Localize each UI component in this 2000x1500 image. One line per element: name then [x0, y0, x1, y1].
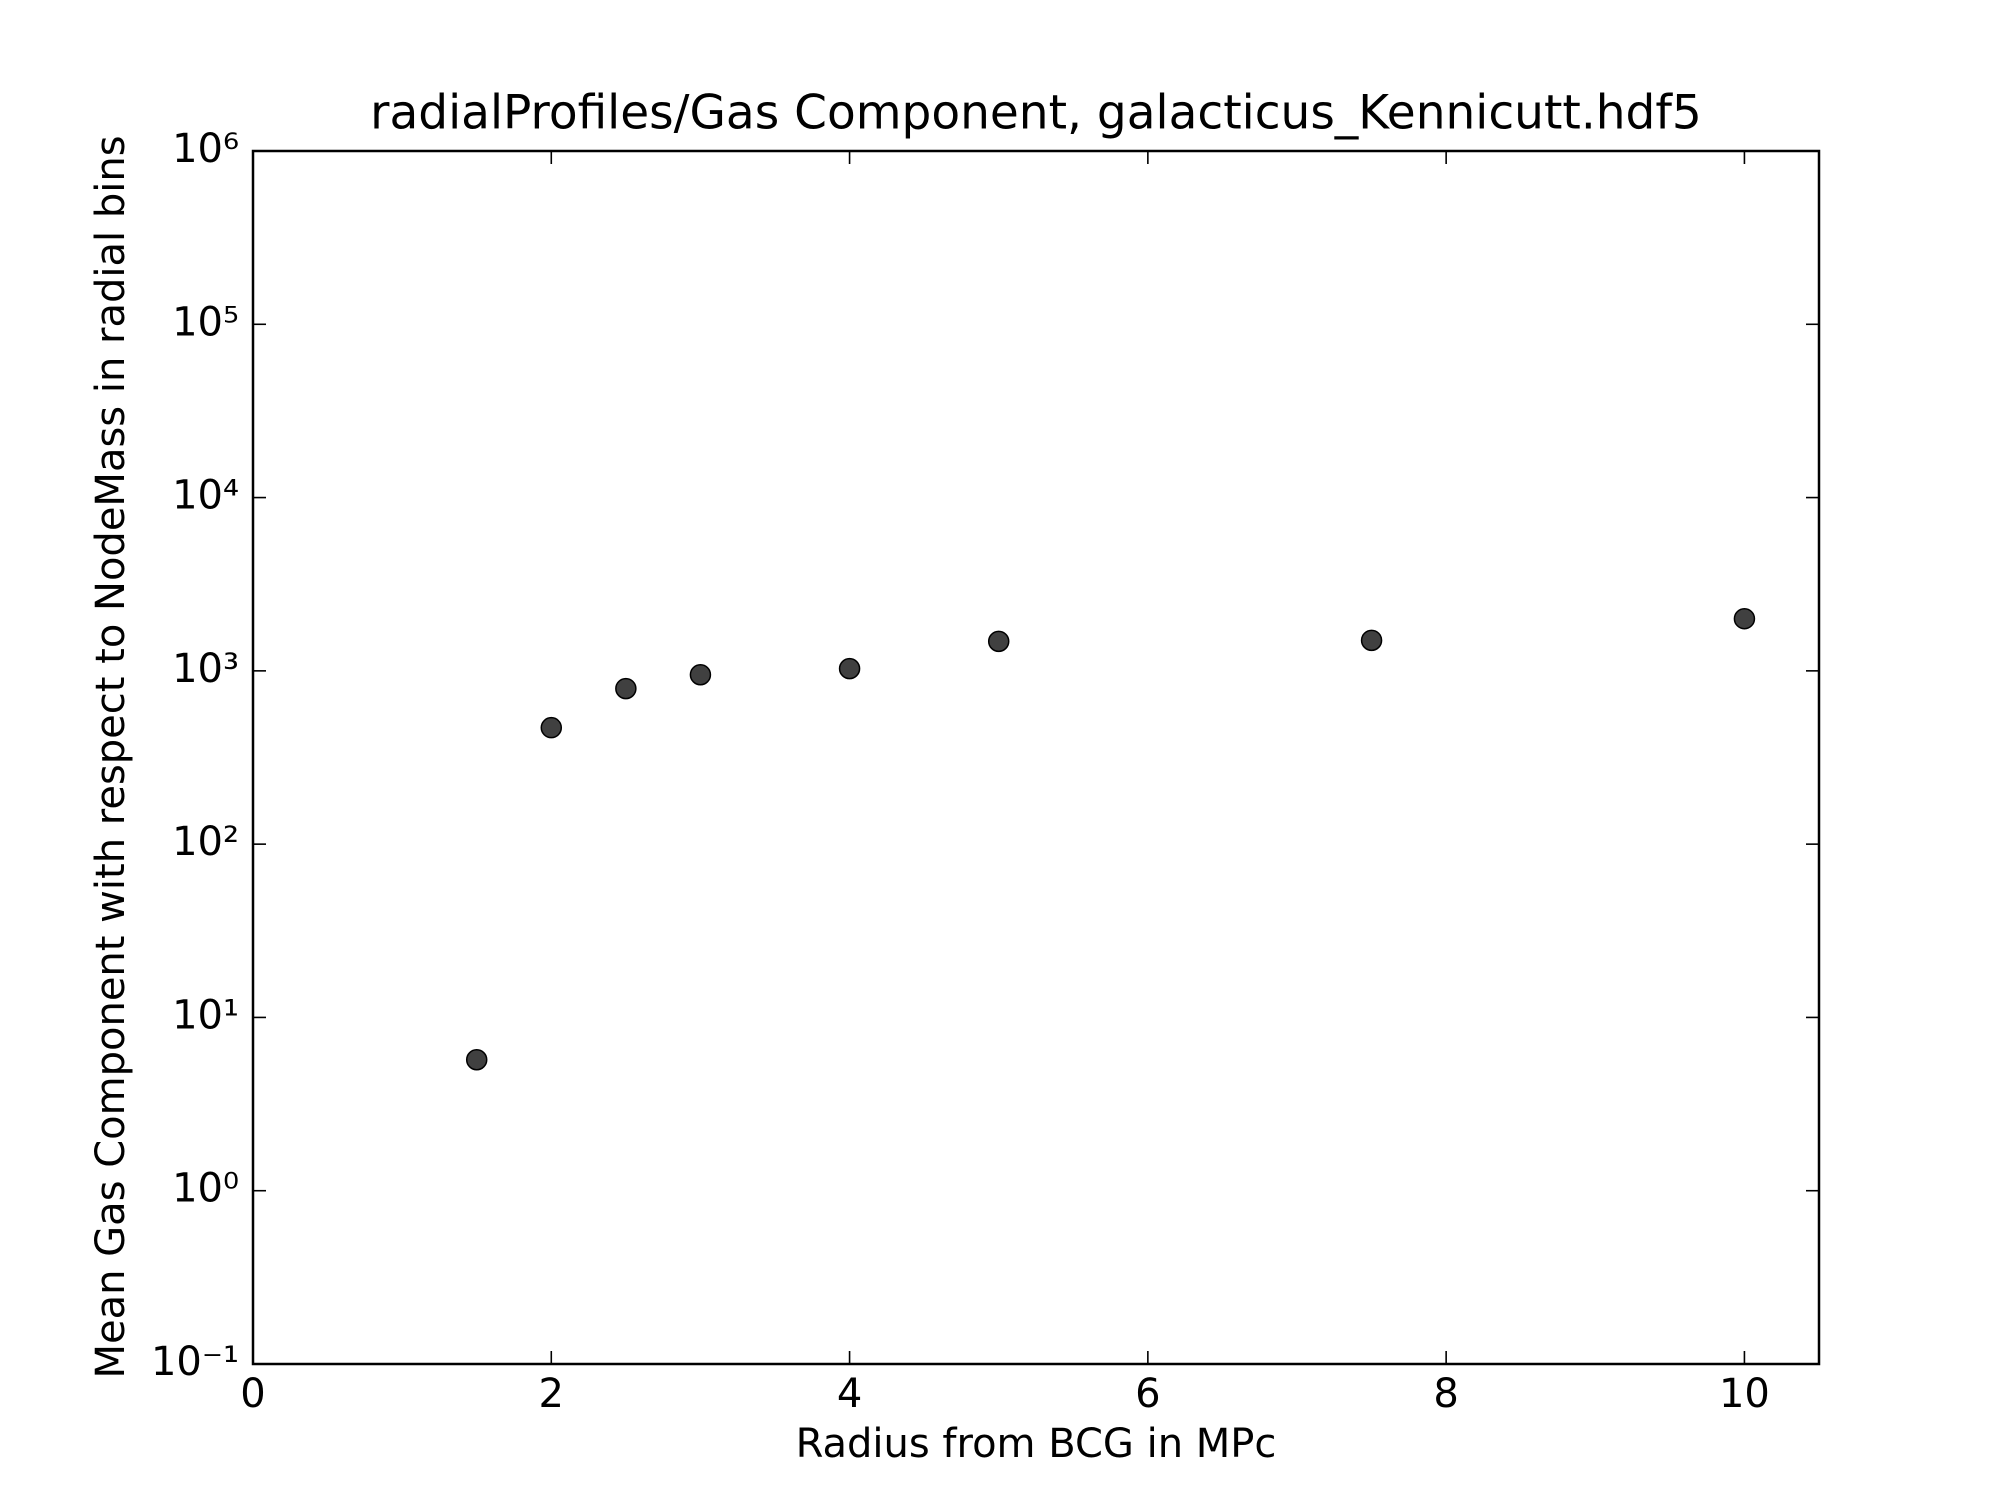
- data-point: [987, 630, 1010, 653]
- y-tick-label: 10¹: [172, 992, 239, 1038]
- x-tick-label: 8: [1433, 1371, 1458, 1417]
- x-tick-label: 4: [837, 1371, 862, 1417]
- chart-title: radialProfiles/Gas Component, galacticus…: [370, 86, 1702, 141]
- y-tick-label: 10²: [172, 819, 239, 865]
- x-tick-label: 0: [240, 1371, 265, 1417]
- y-axis-label: Mean Gas Component with respect to NodeM…: [88, 135, 134, 1378]
- data-point: [838, 657, 861, 680]
- x-tick-label: 6: [1135, 1371, 1160, 1417]
- data-point: [615, 677, 637, 700]
- y-tick-label: 10³: [172, 646, 239, 692]
- data-point: [465, 1048, 488, 1071]
- data-point: [540, 716, 563, 739]
- x-tick-label: 10: [1719, 1371, 1770, 1417]
- data-point: [1733, 607, 1756, 630]
- y-tick-label: 10⁻¹: [151, 1339, 239, 1385]
- x-axis-label: Radius from BCG in MPc: [796, 1421, 1277, 1467]
- y-tick-label: 10⁴: [172, 473, 239, 519]
- plot-frame: [251, 149, 1821, 1366]
- y-tick-label: 10⁵: [172, 299, 239, 345]
- y-tick-label: 10⁶: [172, 126, 239, 172]
- y-tick-label: 10⁰: [172, 1166, 239, 1212]
- data-point: [689, 663, 712, 686]
- data-point: [1360, 629, 1383, 652]
- x-tick-label: 2: [539, 1371, 564, 1417]
